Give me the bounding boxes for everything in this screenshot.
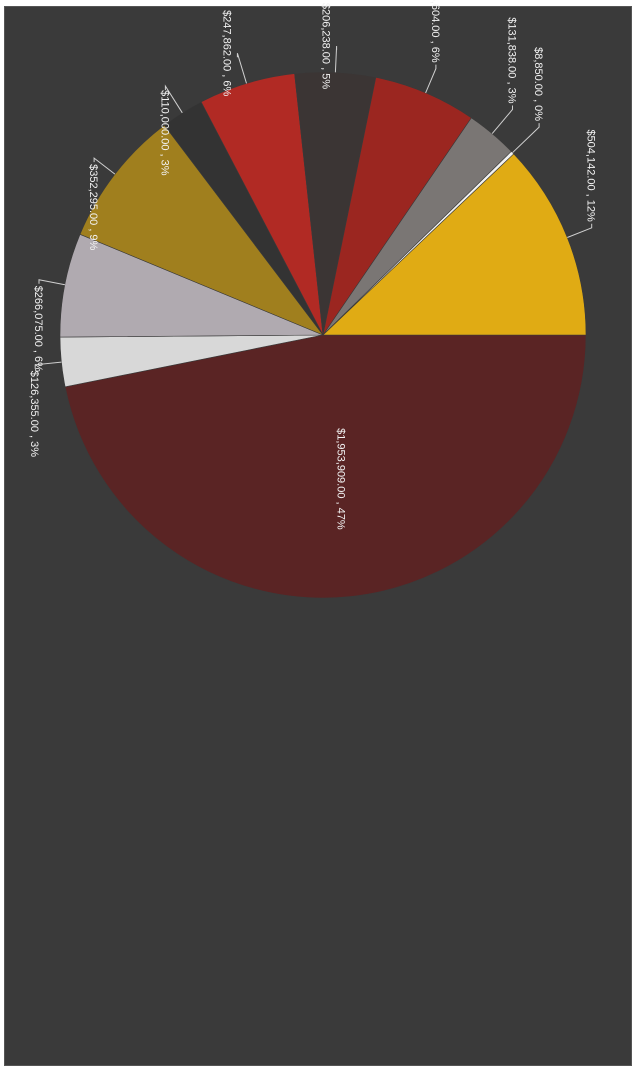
leader-lines <box>34 45 593 369</box>
pie-slices <box>59 71 587 599</box>
leader-line-support-services-students <box>236 53 247 84</box>
data-label-general-administration: $266,075.00 , 6% <box>32 286 44 372</box>
leader-line-federal <box>34 361 62 369</box>
data-label-support-services-transportation: $263,604.00 , 6% <box>429 0 441 63</box>
data-label-central-services: $131,838.00 , 3% <box>506 17 518 103</box>
data-label-support-services-instruction: $206,238.00 , 5% <box>320 3 332 89</box>
leader-line-central-services <box>491 105 513 134</box>
leader-line-state-categorical-programs <box>512 123 540 154</box>
pie-slice-all-instruction <box>64 334 587 599</box>
data-label-all-instruction: $1,953,909.00 , 47% <box>334 428 346 530</box>
data-label-operations-and-maintance: $504,142.00 , 12% <box>585 129 597 222</box>
leader-line-office-of-the-principal <box>93 157 116 175</box>
pie-slice-office-of-the-principal <box>79 124 324 336</box>
leader-line-operations-and-maintance <box>567 223 593 238</box>
leader-line-support-services-transportation <box>425 64 437 94</box>
data-label-support-services-students: $247,862.00 , 6% <box>220 10 232 96</box>
data-labels: $1,953,909.00 , 47% $126,355.00 , 3%$266,… <box>28 0 597 530</box>
leader-line-general-administration <box>38 279 65 286</box>
pie-slice-operations-and-maintance <box>322 153 587 336</box>
data-label-other-transfers: $110,000.00 , 3% <box>158 90 170 176</box>
data-label-office-of-the-principal: $352,295.00 , 9% <box>87 164 99 250</box>
data-label-federal: $126,355.00 , 3% <box>28 371 40 457</box>
leader-line-support-services-instruction <box>334 45 338 73</box>
data-label-state-categorical-programs: $8,850.00 , 0% <box>532 47 544 121</box>
leader-line-other-transfers <box>164 84 183 114</box>
